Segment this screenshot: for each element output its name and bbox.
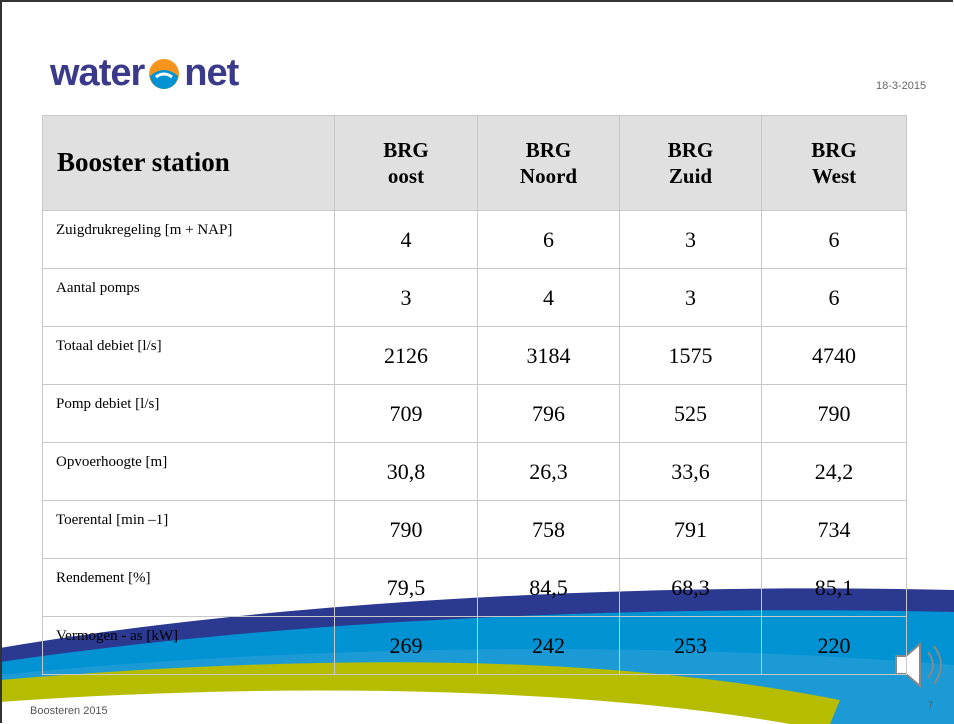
cell-value: 3: [620, 211, 762, 269]
cell-value: 734: [762, 501, 907, 559]
cell-value: 33,6: [620, 443, 762, 501]
slide: water net 18-3-2015 Booster stationBRGoo…: [0, 0, 954, 724]
row-label: Rendement [%]: [43, 559, 335, 617]
header-line: BRG: [383, 138, 429, 162]
row-label: Vermogen - as [kW]: [43, 617, 335, 675]
row-label: Opvoerhoogte [m]: [43, 443, 335, 501]
cell-value: 3: [620, 269, 762, 327]
cell-value: 3: [335, 269, 478, 327]
cell-value: 220: [762, 617, 907, 675]
footer-text: Boosteren 2015: [30, 705, 108, 717]
cell-value: 68,3: [620, 559, 762, 617]
header-line: BRG: [668, 138, 714, 162]
cell-value: 758: [478, 501, 620, 559]
logo-text: net: [184, 52, 238, 95]
row-label: Totaal debiet [l/s]: [43, 327, 335, 385]
row-label: Aantal pomps: [43, 269, 335, 327]
cell-value: 26,3: [478, 443, 620, 501]
header-line: BRG: [526, 138, 572, 162]
header-line: Zuid: [669, 164, 712, 188]
header-line: BRG: [811, 138, 857, 162]
cell-value: 84,5: [478, 559, 620, 617]
cell-value: 4: [478, 269, 620, 327]
cell-value: 6: [762, 211, 907, 269]
cell-value: 791: [620, 501, 762, 559]
cell-value: 790: [762, 385, 907, 443]
cell-value: 709: [335, 385, 478, 443]
cell-value: 242: [478, 617, 620, 675]
page-number: 7: [928, 700, 933, 710]
header-line: West: [812, 164, 856, 188]
logo-text: water: [50, 52, 144, 95]
date: 18-3-2015: [876, 80, 926, 92]
cell-value: 790: [335, 501, 478, 559]
cell-value: 6: [478, 211, 620, 269]
cell-value: 24,2: [762, 443, 907, 501]
row-label: Pomp debiet [l/s]: [43, 385, 335, 443]
header-line: oost: [388, 164, 424, 188]
cell-value: 1575: [620, 327, 762, 385]
cell-value: 269: [335, 617, 478, 675]
header-line: Booster station: [57, 147, 230, 177]
column-header: Booster station: [43, 116, 335, 211]
header-line: Noord: [520, 164, 577, 188]
cell-value: 30,8: [335, 443, 478, 501]
cell-value: 525: [620, 385, 762, 443]
logo: water net: [50, 52, 238, 95]
row-label: Toerental [min –1]: [43, 501, 335, 559]
cell-value: 4: [335, 211, 478, 269]
logo-icon: [146, 56, 182, 92]
cell-value: 2126: [335, 327, 478, 385]
cell-value: 3184: [478, 327, 620, 385]
cell-value: 4740: [762, 327, 907, 385]
cell-value: 796: [478, 385, 620, 443]
cell-value: 85,1: [762, 559, 907, 617]
cell-value: 6: [762, 269, 907, 327]
row-label: Zuigdrukregeling [m + NAP]: [43, 211, 335, 269]
cell-value: 253: [620, 617, 762, 675]
cell-value: 79,5: [335, 559, 478, 617]
